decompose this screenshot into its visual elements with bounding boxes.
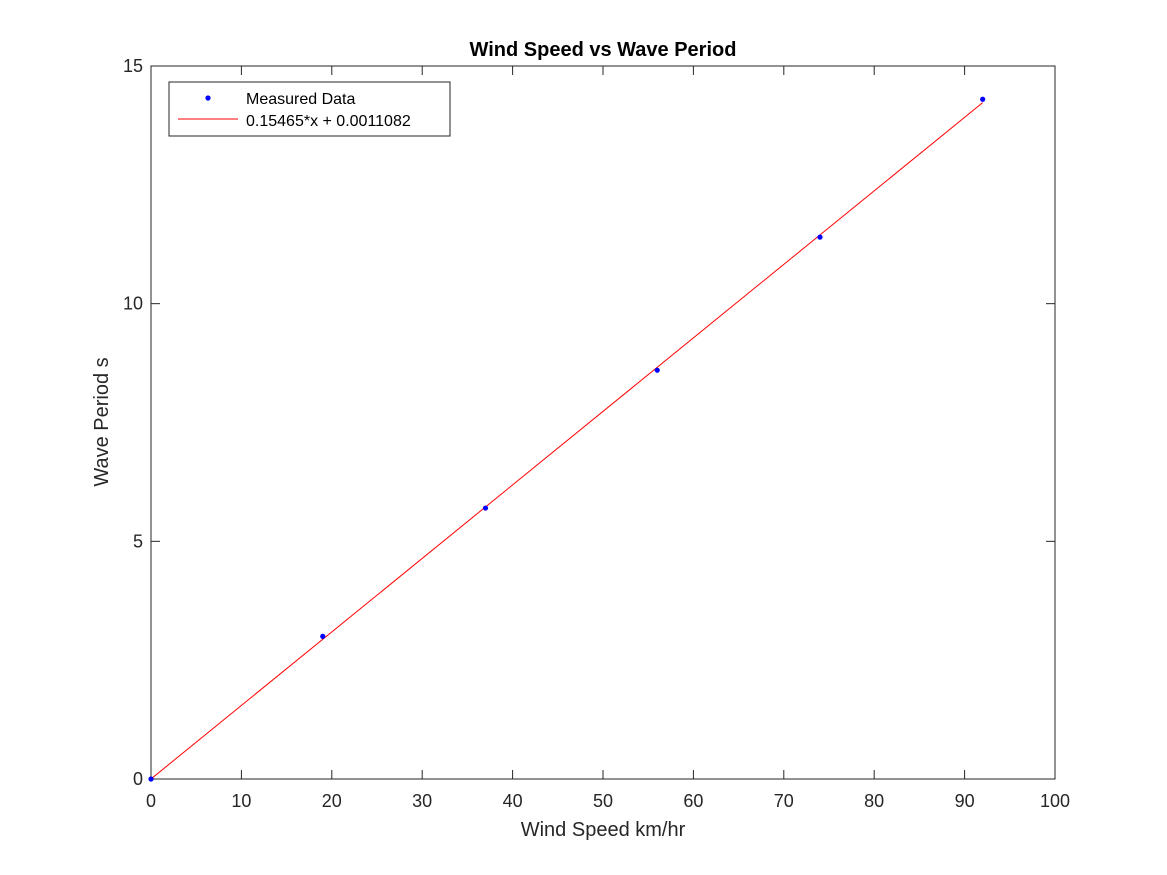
series-layer <box>148 96 986 782</box>
data-point <box>148 776 154 782</box>
y-tick-label: 5 <box>133 531 143 551</box>
plot-area: 0 10 20 30 40 50 60 70 80 90 100 0 5 10 15 <box>123 56 1070 811</box>
x-tick-label: 70 <box>774 791 794 811</box>
x-tick-label: 40 <box>503 791 523 811</box>
y-tick-label: 10 <box>123 294 143 314</box>
fit-line <box>150 102 983 780</box>
y-tick-label: 15 <box>123 56 143 76</box>
legend-box <box>168 81 451 137</box>
x-axis: 0 10 20 30 40 50 60 70 80 90 100 <box>146 66 1070 811</box>
x-tick-label: 100 <box>1040 791 1070 811</box>
legend-label-measured: Measured Data <box>246 91 355 108</box>
x-tick-label: 80 <box>864 791 884 811</box>
x-tick-label: 90 <box>955 791 975 811</box>
data-point <box>320 633 326 640</box>
data-point <box>980 96 986 102</box>
data-point <box>654 367 660 373</box>
y-axis-label: Wave Period s <box>91 357 113 486</box>
legend: Measured Data 0.15465*x + 0.0011082 <box>168 81 451 137</box>
data-point <box>482 505 489 511</box>
y-tick-label: 0 <box>133 769 143 789</box>
x-tick-label: 0 <box>146 791 156 811</box>
x-axis-label: Wind Speed km/hr <box>521 819 686 841</box>
x-tick-label: 20 <box>322 791 342 811</box>
legend-marker-measured <box>205 95 211 101</box>
x-tick-label: 60 <box>683 791 703 811</box>
y-axis: 0 5 10 15 <box>123 56 1055 789</box>
chart-title: Wind Speed vs Wave Period <box>470 39 737 61</box>
data-point <box>817 234 823 240</box>
axes-box <box>150 65 1056 780</box>
x-tick-label: 10 <box>231 791 251 811</box>
legend-label-fit: 0.15465*x + 0.0011082 <box>246 113 411 130</box>
x-tick-label: 30 <box>412 791 432 811</box>
x-tick-label: 50 <box>593 791 613 811</box>
